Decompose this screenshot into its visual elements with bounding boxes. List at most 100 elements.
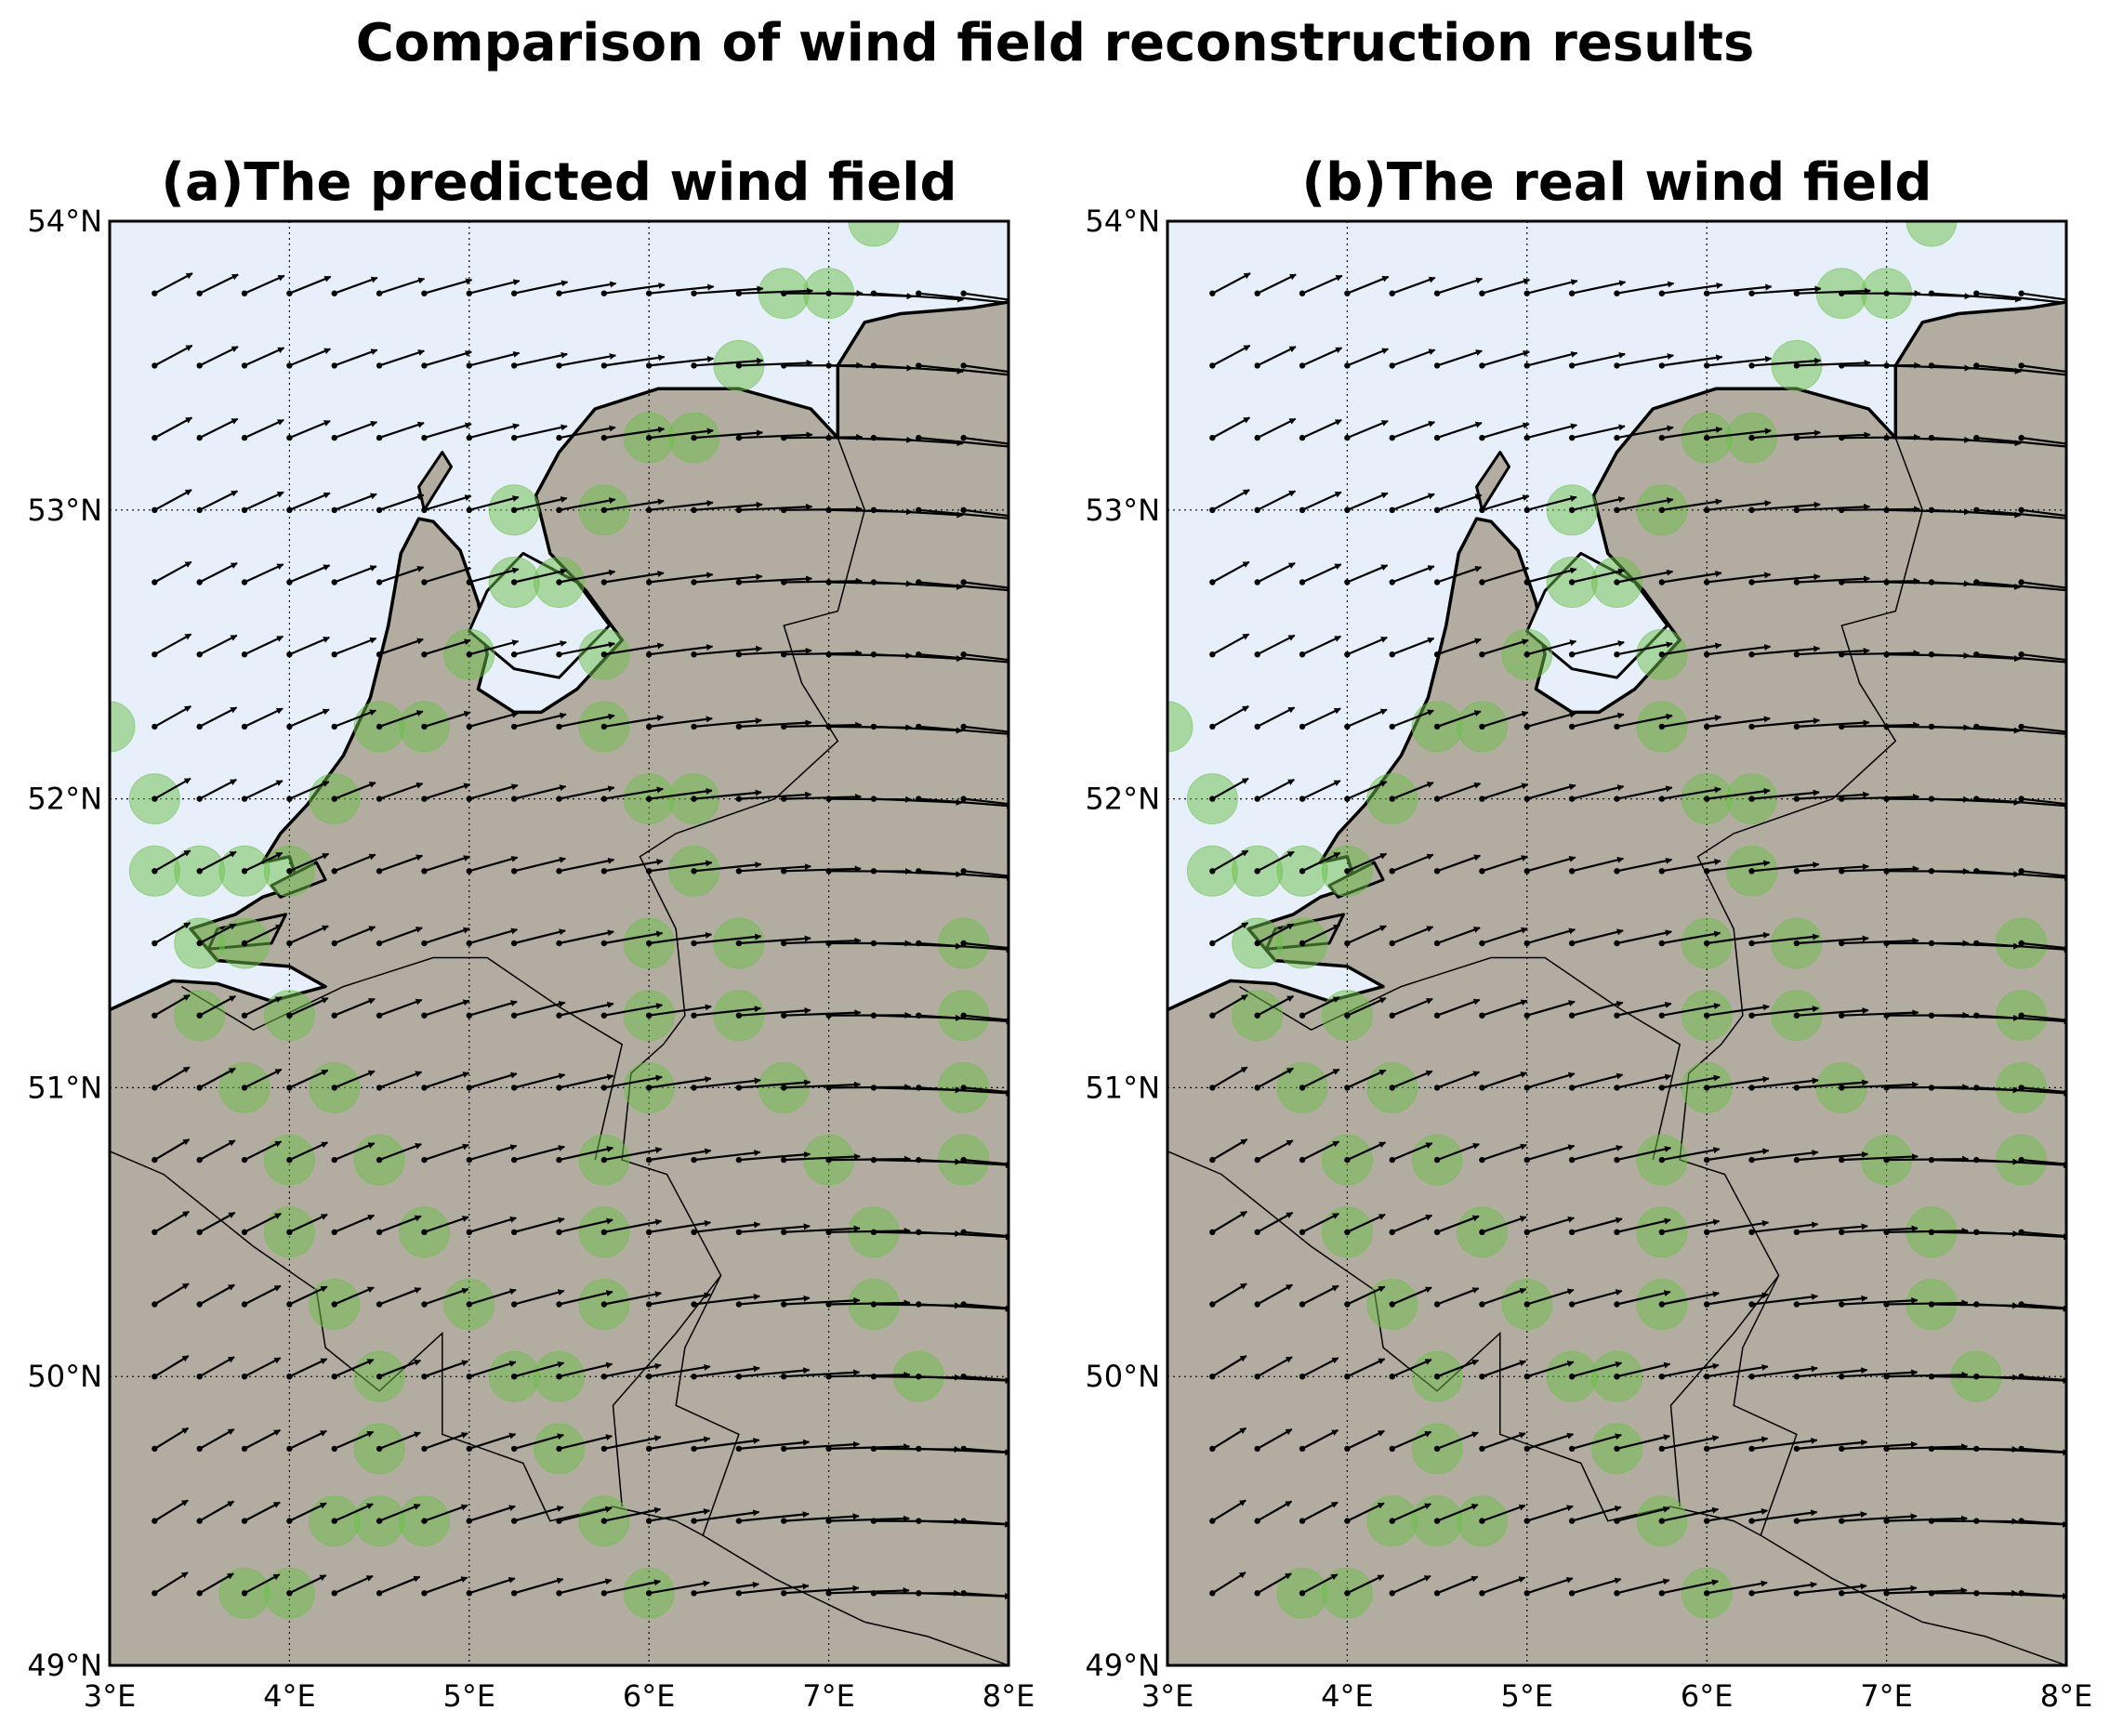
wind-arrow [1661, 570, 1722, 584]
wind-arrow [738, 1223, 811, 1233]
wind-arrow [1707, 931, 1771, 945]
grid-point [1928, 362, 1935, 369]
wind-arrow [378, 927, 423, 945]
panel-title: (a)The predicted wind field [161, 152, 956, 213]
wind-arrow [244, 996, 283, 1017]
wind-arrow [918, 725, 1009, 738]
wind-arrow [1301, 1428, 1339, 1450]
wind-arrow [603, 354, 666, 367]
wind-arrow [1482, 783, 1529, 800]
wind-arrow [1707, 716, 1771, 728]
wind-arrow [559, 1434, 613, 1450]
wind-arrow [424, 927, 470, 945]
wind-arrow [1436, 1359, 1480, 1378]
grid-point [781, 1518, 787, 1524]
wind-arrow [1841, 1585, 1918, 1595]
wind-arrow [1482, 1216, 1527, 1233]
wind-arrow [1571, 496, 1626, 511]
wind-arrow [1526, 279, 1578, 295]
wind-arrow [1526, 1361, 1575, 1378]
wind-arrow [738, 647, 812, 656]
wind-arrow [1211, 849, 1249, 873]
wind-arrow [1482, 1287, 1527, 1306]
wind-arrow [603, 1218, 663, 1233]
grid-point [510, 1156, 518, 1164]
wind-arrow [603, 1506, 662, 1522]
wind-arrow [1211, 1138, 1248, 1162]
grid-point [556, 1085, 562, 1091]
wind-arrow [2021, 1014, 2066, 1021]
wind-arrow [288, 1141, 329, 1162]
wind-arrow [513, 712, 567, 728]
wind-arrow [244, 274, 285, 295]
wind-arrow [1796, 360, 1871, 367]
wind-arrow [1976, 292, 2066, 307]
wind-arrow [424, 1216, 469, 1233]
wind-arrow [199, 1211, 236, 1233]
wind-arrow [468, 1288, 517, 1306]
wind-arrow [738, 1006, 811, 1017]
wind-arrow [1571, 1000, 1624, 1017]
wind-arrow [199, 994, 237, 1017]
wind-arrow [288, 348, 332, 367]
wind-arrow [244, 418, 284, 440]
wind-arrow [1211, 1210, 1247, 1233]
wind-arrow [1482, 711, 1529, 728]
wind-arrow [738, 287, 813, 295]
wind-arrow [468, 927, 519, 945]
wind-arrow [288, 1213, 328, 1233]
wind-arrow [603, 1003, 664, 1017]
wind-arrow [1346, 1502, 1385, 1522]
wind-arrow [288, 1574, 327, 1595]
grid-point [1748, 1445, 1755, 1453]
wind-arrow [424, 638, 471, 656]
station-marker [1167, 701, 1193, 753]
wind-arrow [1211, 777, 1249, 800]
wind-arrow [559, 1217, 613, 1233]
wind-arrow [1751, 1509, 1818, 1522]
wind-arrow [1391, 349, 1436, 367]
wind-arrow [963, 653, 1009, 662]
wind-arrow [513, 1577, 564, 1595]
wind-arrow [693, 1365, 760, 1378]
wind-arrow [1346, 708, 1388, 728]
wind-arrow [1346, 419, 1389, 440]
wind-arrow [649, 787, 713, 800]
wind-arrow [1526, 711, 1576, 728]
grid-point [600, 1518, 608, 1524]
wind-arrow [1616, 1146, 1672, 1162]
grid-point [1614, 1445, 1620, 1453]
wind-arrow [1346, 492, 1389, 511]
wind-arrow [153, 633, 192, 656]
y-tick-label: 50°N [1085, 1359, 1160, 1394]
wind-arrow [1257, 346, 1297, 367]
wind-arrow [2021, 1592, 2066, 1598]
wind-arrow [1257, 273, 1297, 295]
wind-arrow [828, 1155, 912, 1163]
wind-arrow [1841, 1440, 1919, 1450]
grid-point [735, 1156, 743, 1164]
wind-arrow [1301, 1068, 1340, 1089]
wind-arrow [424, 1072, 470, 1089]
wind-arrow [468, 279, 521, 295]
wind-arrow [199, 1283, 235, 1306]
wind-arrow [738, 1079, 811, 1089]
wind-arrow [1976, 725, 2066, 738]
wind-arrow [738, 1367, 811, 1378]
wind-arrow [738, 1151, 811, 1162]
grid-point [1973, 434, 1980, 441]
wind-arrow [1257, 1067, 1294, 1089]
wind-arrow [1436, 782, 1482, 800]
wind-arrow [378, 1575, 421, 1595]
wind-arrow [424, 349, 472, 367]
grid-point [510, 1085, 518, 1091]
wind-arrow [424, 1576, 468, 1595]
wind-arrow [1751, 1150, 1819, 1162]
wind-arrow [334, 637, 377, 656]
wind-arrow [1707, 1363, 1769, 1378]
wind-arrow [334, 349, 378, 367]
wind-arrow [1841, 937, 1919, 945]
wind-arrow [2021, 870, 2066, 877]
wind-arrow [334, 926, 376, 945]
wind-arrow [1796, 503, 1871, 511]
